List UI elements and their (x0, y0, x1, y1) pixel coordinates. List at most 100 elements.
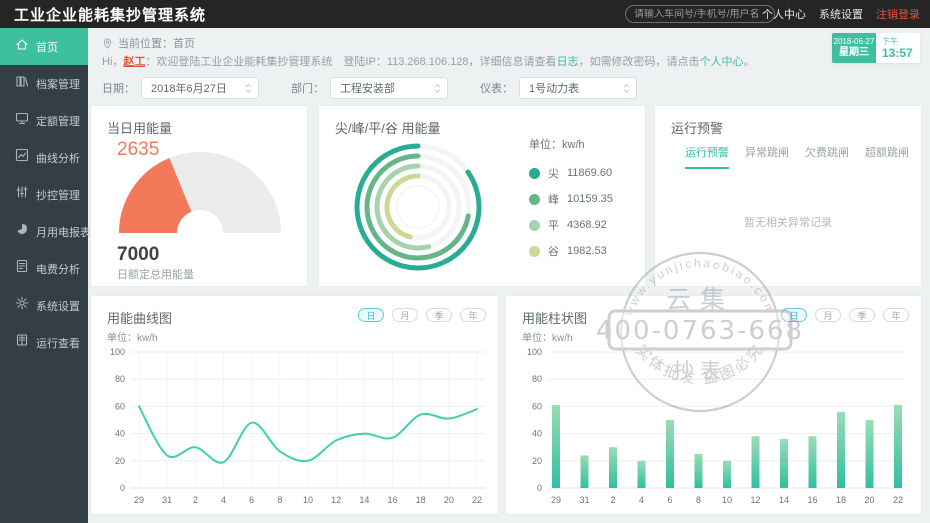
curve-icon (15, 148, 29, 167)
svg-text:2: 2 (193, 495, 198, 505)
welcome-message: Hi，赵工：欢迎登陆工业企业能耗集抄管理系统 登陆IP：113.268.106.… (102, 53, 755, 69)
welcome-text: Hi， (102, 56, 124, 68)
range-pill-日[interactable]: 日 (358, 308, 384, 322)
alert-tab-欠费跳闸[interactable]: 欠费跳闸 (805, 147, 849, 159)
legend-name: 尖 (548, 168, 559, 180)
top-header: 工业企业能耗集抄管理系统 个人中心 系统设置 注销登录 (0, 0, 930, 33)
welcome-text: ：欢迎登陆工业企业能耗集抄管理系统 (145, 56, 333, 68)
gauge-chart (119, 152, 281, 235)
filter-select[interactable]: 1号动力表 (519, 77, 637, 99)
archive-icon (15, 74, 29, 93)
range-pill-月[interactable]: 月 (392, 308, 418, 322)
gauge-total-label: 日额定总用能量 (117, 269, 194, 281)
svg-text:60: 60 (532, 401, 542, 411)
alert-tab-异常跳闸[interactable]: 异常跳闸 (745, 147, 789, 159)
card-title: 当日用能量 (107, 121, 173, 136)
legend-value: 1982.53 (567, 245, 607, 257)
range-pill-季[interactable]: 季 (426, 308, 452, 322)
rings-chart (354, 143, 482, 271)
svg-text:2: 2 (610, 495, 615, 505)
alert-tabs: 运行预警 异常跳闸 欠费跳闸 超额跳闸 (685, 144, 909, 169)
filter-value: 2018年6月27日 (151, 83, 227, 95)
filter-select[interactable]: 工程安装部 (330, 77, 448, 99)
sidebar-item-定额管理[interactable]: 定额管理 (0, 102, 88, 139)
alert-tab-超额跳闸[interactable]: 超额跳闸 (865, 147, 909, 159)
card-title: 用能柱状图 (522, 311, 588, 326)
welcome-link[interactable]: 个人中心 (699, 56, 744, 68)
svg-text:12: 12 (750, 495, 760, 505)
svg-text:16: 16 (807, 495, 817, 505)
legend-value: 11869.60 (567, 167, 613, 179)
time-box: 下午 13:57 (876, 33, 920, 63)
sidebar-item-系统设置[interactable]: 系统设置 (0, 287, 88, 324)
stepper-icon (434, 83, 441, 93)
legend-name: 谷 (548, 246, 559, 258)
header-link-系统设置[interactable]: 系统设置 (819, 9, 863, 21)
svg-text:10: 10 (303, 495, 313, 505)
legend-dot (529, 245, 540, 257)
range-pill-日[interactable]: 日 (781, 308, 807, 322)
sidebar: 首页 档案管理 定额管理 曲线分析 抄控管理 月用电报表 电费分析 系统设置 运行查看 (0, 28, 91, 523)
header-link-个人中心[interactable]: 个人中心 (762, 9, 806, 21)
search-input[interactable] (634, 8, 766, 20)
weekday-value: 星期三 (839, 47, 869, 58)
card-title: 用能曲线图 (107, 311, 173, 326)
welcome-text: ，如需修改密码，请点击 (578, 56, 700, 68)
svg-text:4: 4 (221, 495, 226, 505)
log-icon (15, 333, 29, 352)
unit-label: 单位：kw/h (107, 333, 158, 344)
svg-text:20: 20 (115, 456, 125, 466)
legend-item-平: 平 4368.92 (529, 216, 613, 234)
sidebar-item-月用电报表[interactable]: 月用电报表 (0, 213, 91, 250)
range-pill-季[interactable]: 季 (849, 308, 875, 322)
legend-name: 峰 (548, 194, 559, 206)
user-name-link[interactable]: 赵工 (123, 56, 146, 68)
svg-text:16: 16 (387, 495, 397, 505)
filter-value: 工程安装部 (340, 83, 395, 95)
range-pill-年[interactable]: 年 (460, 308, 486, 322)
filter-仪表: 仪表： 1号动力表 (480, 77, 637, 99)
svg-text:80: 80 (115, 374, 125, 384)
svg-text:29: 29 (551, 495, 561, 505)
filter-select[interactable]: 2018年6月27日 (141, 77, 259, 99)
svg-text:0: 0 (537, 483, 542, 493)
time-value: 13:57 (882, 45, 913, 60)
alert-tab-运行预警[interactable]: 运行预警 (685, 144, 729, 169)
svg-text:60: 60 (115, 401, 125, 411)
card-run-alerts: 运行预警 运行预警 异常跳闸 欠费跳闸 超额跳闸 暂无相关异常记录 (654, 105, 922, 287)
doc-icon (15, 259, 29, 278)
gauge-total-value: 7000 (117, 244, 160, 265)
svg-text:18: 18 (416, 495, 426, 505)
rings-legend: 单位：kw/h 尖 11869.60 峰 10159.35 平 4368.92 … (529, 136, 613, 268)
sidebar-item-抄控管理[interactable]: 抄控管理 (0, 176, 88, 213)
header-link-注销登录[interactable]: 注销登录 (876, 9, 920, 21)
line-range-buttons: 日月季年 (358, 308, 486, 322)
legend-item-峰: 峰 10159.35 (529, 190, 613, 208)
bar-range-buttons: 日月季年 (781, 308, 909, 322)
svg-text:8: 8 (277, 495, 282, 505)
sidebar-item-电费分析[interactable]: 电费分析 (0, 250, 88, 287)
svg-text:22: 22 (472, 495, 482, 505)
datetime-widget: 2018-06-27 星期三 下午 13:57 (832, 33, 920, 63)
svg-text:0: 0 (120, 483, 125, 493)
breadcrumb-current[interactable]: 首页 (173, 38, 195, 50)
sidebar-item-档案管理[interactable]: 档案管理 (0, 65, 88, 102)
sidebar-item-首页[interactable]: 首页 (0, 28, 88, 65)
sidebar-item-运行查看[interactable]: 运行查看 (0, 324, 88, 361)
line-chart: 0 20 40 60 80 100 29 31 2 4 6 8 10 12 14 16 18 20 22 (110, 347, 485, 505)
search-box[interactable] (625, 5, 778, 33)
sidebar-item-曲线分析[interactable]: 曲线分析 (0, 139, 88, 176)
svg-text:10: 10 (722, 495, 732, 505)
range-pill-年[interactable]: 年 (883, 308, 909, 322)
sliders-icon (15, 185, 29, 204)
svg-text:22: 22 (893, 495, 903, 505)
legend-item-谷: 谷 1982.53 (529, 242, 613, 260)
filter-bar: 日期： 2018年6月27日 部门： 工程安装部 仪表： 1号动力表 (102, 77, 637, 99)
legend-value: 10159.35 (567, 193, 613, 205)
filter-label: 部门： (291, 83, 324, 95)
svg-text:20: 20 (532, 456, 542, 466)
stepper-icon (623, 83, 630, 93)
welcome-link[interactable]: 日志 (556, 56, 579, 68)
range-pill-月[interactable]: 月 (815, 308, 841, 322)
svg-text:40: 40 (532, 429, 542, 439)
